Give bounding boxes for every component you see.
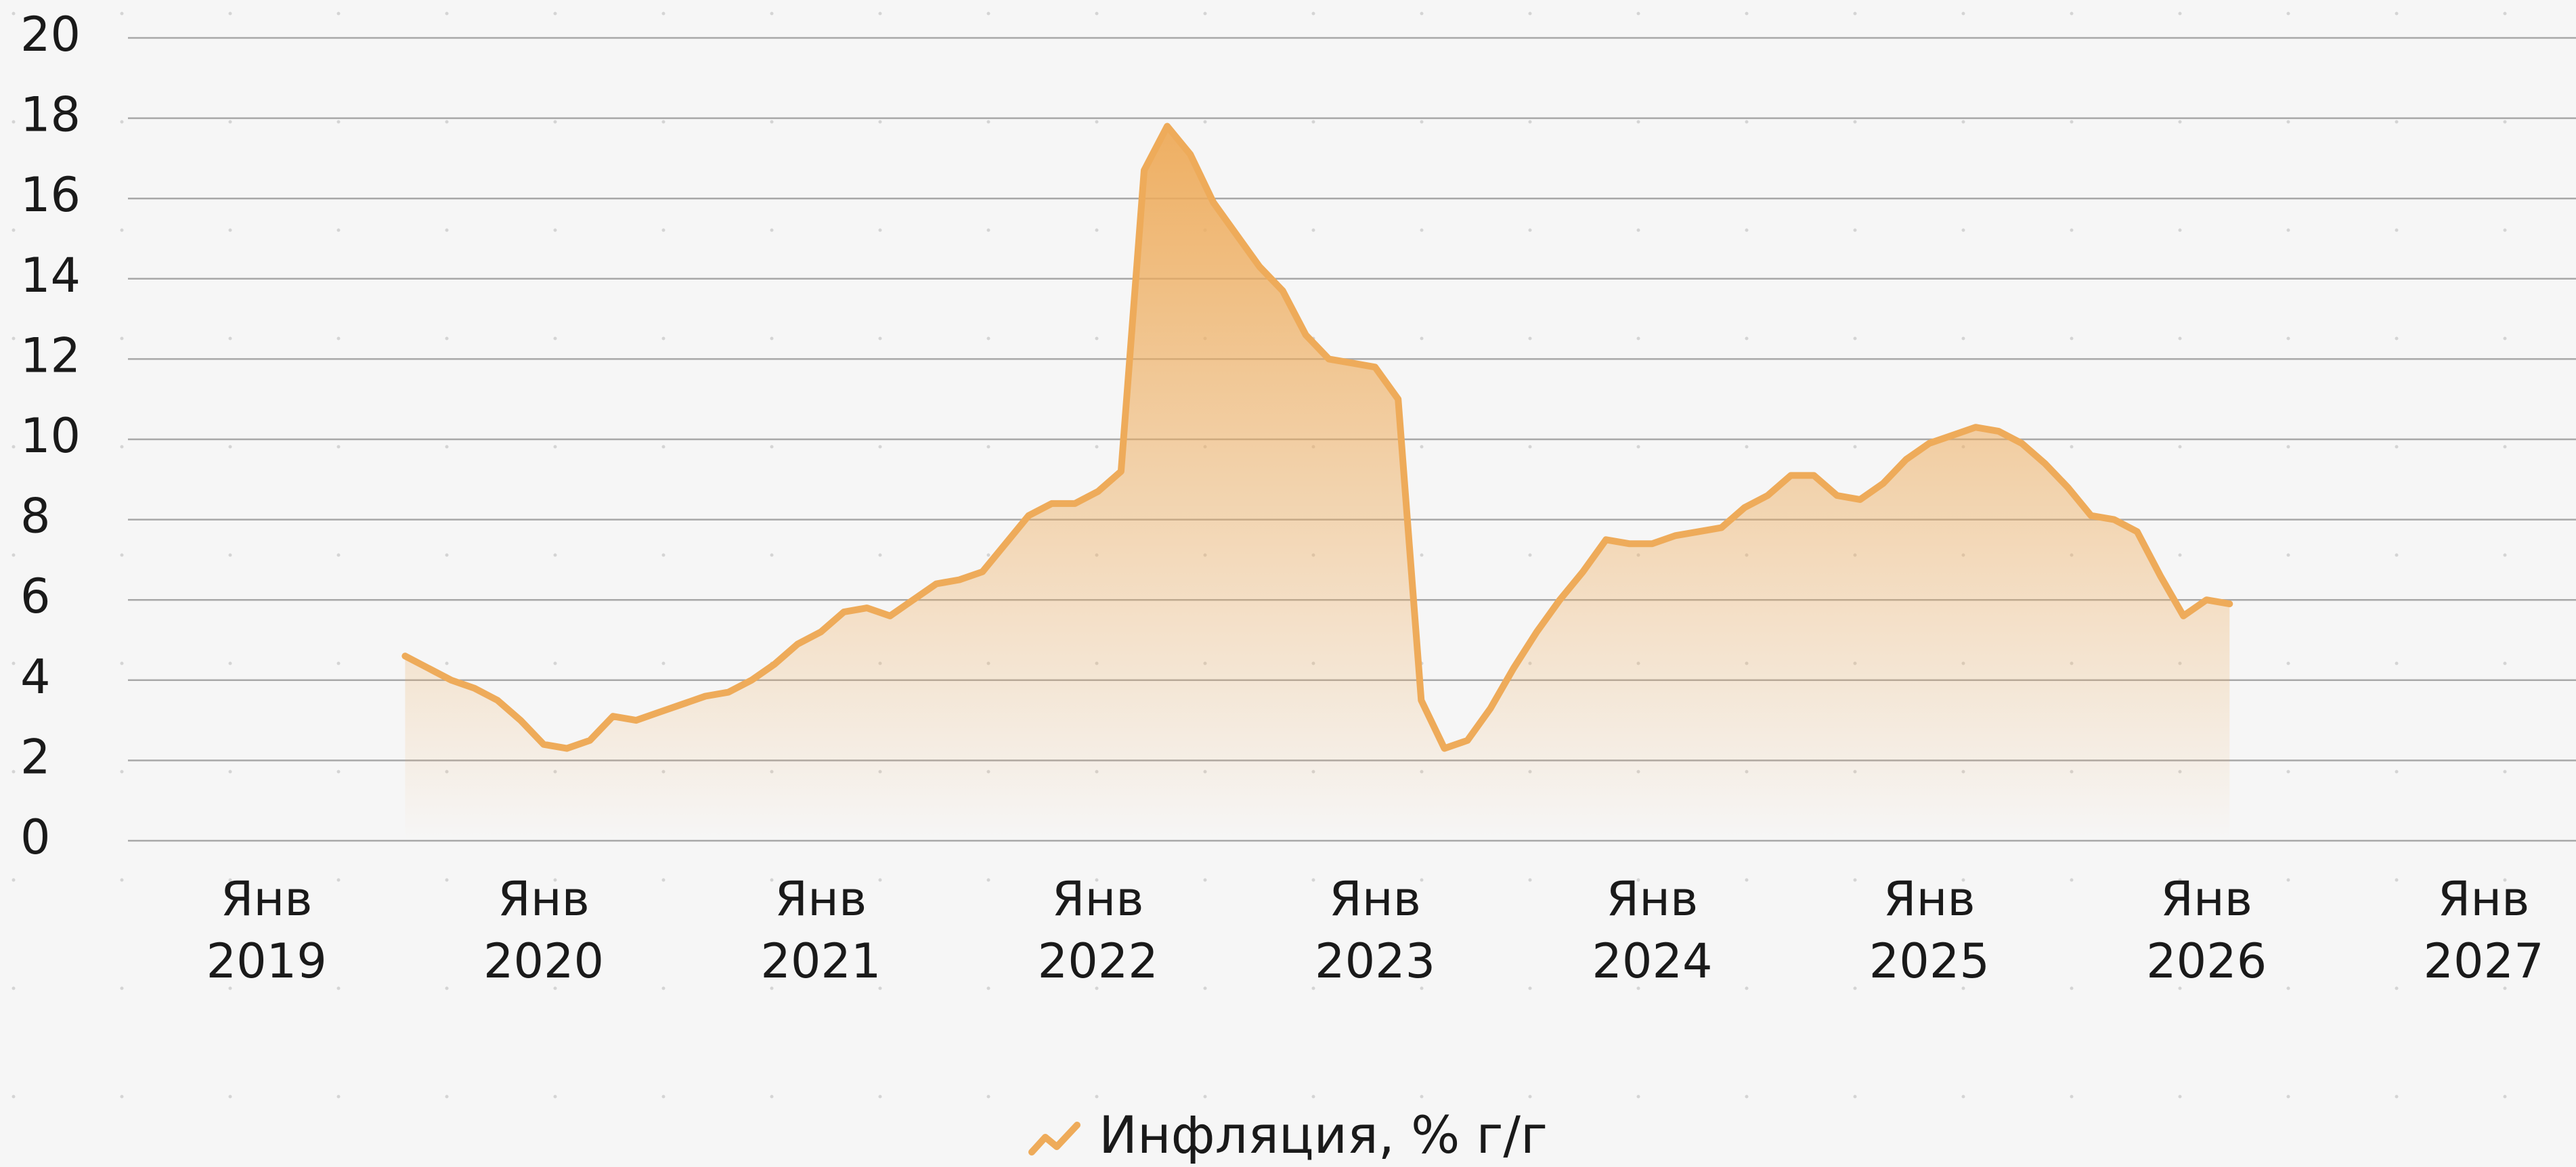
- y-tick-label: 2: [20, 729, 51, 785]
- y-tick-label: 16: [20, 167, 81, 223]
- legend: Инфляция, % г/г: [0, 1105, 2576, 1165]
- series-line: [401, 123, 2233, 752]
- y-tick-label: 8: [20, 489, 51, 544]
- x-tick-label: Янв 2027: [2423, 871, 2544, 989]
- x-tick-label: Янв 2021: [760, 871, 881, 989]
- legend-icon: [1028, 1122, 1081, 1155]
- y-tick-label: 20: [20, 7, 81, 62]
- legend-label: Инфляция, % г/г: [1099, 1105, 1548, 1165]
- y-tick-label: 0: [20, 810, 51, 865]
- x-tick-label: Янв 2023: [1315, 871, 1436, 989]
- x-tick-label: Янв 2019: [206, 871, 327, 989]
- y-tick-label: 14: [20, 248, 81, 303]
- x-tick-label: Янв 2024: [1592, 871, 1713, 989]
- y-tick-label: 4: [20, 649, 51, 705]
- x-tick-label: Янв 2025: [1869, 871, 1990, 989]
- x-tick-label: Янв 2022: [1037, 871, 1158, 989]
- x-tick-label: Янв 2026: [2146, 871, 2267, 989]
- x-tick-label: Янв 2020: [483, 871, 605, 989]
- y-tick-label: 18: [20, 87, 81, 143]
- y-tick-label: 10: [20, 408, 81, 464]
- y-tick-label: 6: [20, 569, 51, 624]
- y-tick-label: 12: [20, 328, 81, 383]
- area-fill: [405, 126, 2230, 841]
